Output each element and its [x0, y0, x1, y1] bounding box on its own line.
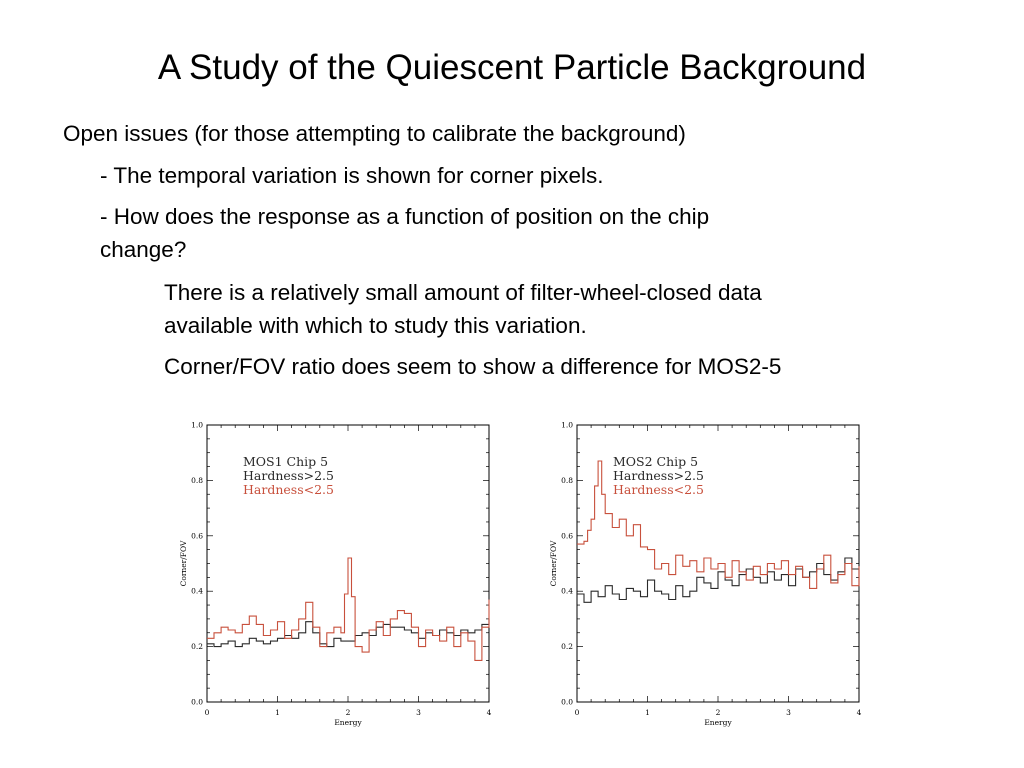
- x-tick-label: 1: [645, 708, 650, 717]
- x-tick-label: 0: [575, 708, 580, 717]
- series-hardness-low: [577, 460, 860, 589]
- y-tick-label: 0.8: [191, 476, 203, 485]
- series-hardness-high: [577, 557, 860, 603]
- y-tick-label: 0.0: [191, 698, 203, 707]
- x-tick-label: 3: [786, 708, 791, 717]
- y-axis-label: Corner/FOV: [549, 540, 558, 586]
- legend-entry: Hardness>2.5: [613, 468, 704, 483]
- x-tick-label: 3: [416, 708, 421, 717]
- legend-entry: Hardness<2.5: [243, 482, 334, 497]
- y-tick-label: 1.0: [191, 421, 203, 430]
- x-tick-label: 2: [346, 708, 351, 717]
- x-axis-label: Energy: [704, 718, 732, 727]
- y-tick-label: 0.4: [561, 587, 573, 596]
- x-tick-label: 2: [716, 708, 721, 717]
- bullet-open-issues: Open issues (for those attempting to cal…: [63, 121, 686, 146]
- legend-entry: Hardness<2.5: [613, 482, 704, 497]
- detail-corner-fov-ratio: Corner/FOV ratio does seem to show a dif…: [164, 354, 782, 379]
- y-tick-label: 0.4: [191, 587, 203, 596]
- chart-mos1-chip5: 0 1 2 3 4 0.0 0.2 0.4 0.6 0.8 1.0 Energy Corner/FOV M…: [178, 408, 498, 730]
- detail-filter-wheel-data-cont: available with which to study this varia…: [164, 313, 587, 338]
- series-hardness-low: [207, 557, 490, 661]
- y-tick-label: 0.0: [561, 698, 573, 707]
- chart-mos2-chip5: 0 1 2 3 4 0.0 0.2 0.4 0.6 0.8 1.0 Energy Corner/FOV M…: [548, 408, 868, 730]
- x-tick-label: 0: [205, 708, 210, 717]
- sub-bullet-position-response-cont: change?: [100, 237, 187, 262]
- y-tick-label: 0.6: [191, 531, 203, 540]
- y-tick-label: 1.0: [561, 421, 573, 430]
- x-axis-label: Energy: [334, 718, 362, 727]
- slide-title: A Study of the Quiescent Particle Backgr…: [157, 48, 867, 87]
- x-tick-label: 4: [487, 708, 492, 717]
- x-tick-label: 4: [857, 708, 862, 717]
- y-tick-label: 0.8: [561, 476, 573, 485]
- slide-body: Open issues (for those attempting to cal…: [63, 121, 782, 379]
- legend-chip-label: MOS2 Chip 5: [613, 454, 698, 469]
- y-tick-label: 0.2: [561, 642, 573, 651]
- y-tick-label: 0.6: [561, 531, 573, 540]
- y-tick-label: 0.2: [191, 642, 203, 651]
- sub-bullet-position-response: - How does the response as a function of…: [100, 204, 710, 229]
- legend-chip-label: MOS1 Chip 5: [243, 454, 328, 469]
- x-tick-label: 1: [275, 708, 280, 717]
- y-axis-label: Corner/FOV: [179, 540, 188, 586]
- detail-filter-wheel-data: There is a relatively small amount of fi…: [164, 280, 762, 305]
- legend-entry: Hardness>2.5: [243, 468, 334, 483]
- sub-bullet-temporal-variation: - The temporal variation is shown for co…: [100, 163, 604, 188]
